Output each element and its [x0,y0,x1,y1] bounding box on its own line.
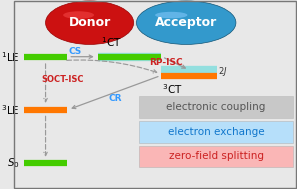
Text: electronic coupling: electronic coupling [166,102,266,112]
Text: RP-ISC: RP-ISC [149,58,183,67]
FancyBboxPatch shape [139,146,293,167]
Ellipse shape [45,1,134,44]
FancyArrowPatch shape [165,58,185,68]
Ellipse shape [137,1,236,44]
Text: $2J$: $2J$ [218,65,228,78]
FancyArrowPatch shape [71,55,93,58]
Text: zero-field splitting: zero-field splitting [168,151,263,161]
FancyArrowPatch shape [44,116,47,156]
Text: Donor: Donor [69,16,111,29]
FancyBboxPatch shape [139,96,293,118]
Ellipse shape [63,11,94,19]
Text: $^3$LE: $^3$LE [1,103,20,117]
FancyArrowPatch shape [72,77,158,109]
Text: $^1$CT: $^1$CT [101,35,121,49]
Text: $S_0$: $S_0$ [7,156,20,170]
Text: Acceptor: Acceptor [155,16,217,29]
Ellipse shape [155,12,187,18]
FancyArrowPatch shape [44,64,47,102]
FancyBboxPatch shape [139,121,293,143]
FancyArrowPatch shape [67,60,157,73]
Text: SOCT-ISC: SOCT-ISC [41,75,84,84]
Text: $^1$LE: $^1$LE [1,50,20,64]
Text: $^3$CT: $^3$CT [162,82,182,96]
Text: CR: CR [108,94,122,103]
Text: CS: CS [69,46,82,56]
Text: electron exchange: electron exchange [168,127,264,137]
